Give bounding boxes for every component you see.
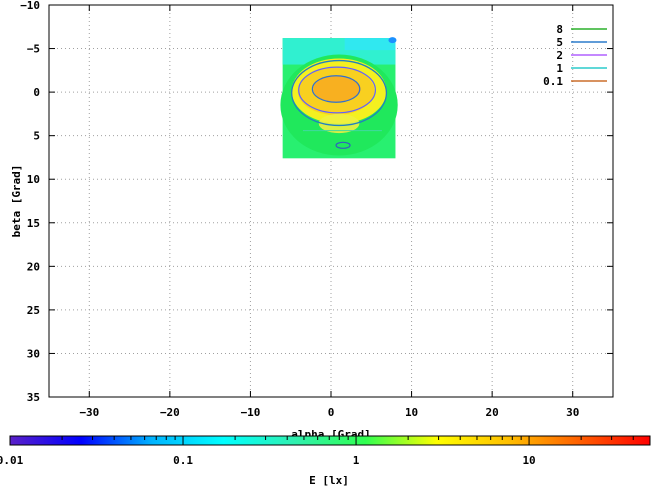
colorbar-bar bbox=[9, 435, 651, 446]
contour-middle bbox=[298, 66, 377, 114]
heatmap-lower-lobe bbox=[318, 113, 360, 134]
y-tick-label: −10 bbox=[20, 0, 40, 12]
y-tick-label: 20 bbox=[27, 260, 40, 273]
x-tick-label: 20 bbox=[486, 406, 499, 419]
y-tick-label: 30 bbox=[27, 347, 40, 360]
heatmap-corner-spot bbox=[388, 37, 397, 44]
contour-small-loop bbox=[335, 141, 351, 149]
heatmap-corner-band bbox=[344, 38, 396, 51]
x-tick-label: −30 bbox=[79, 406, 99, 419]
contour-inner bbox=[311, 75, 361, 103]
x-tick-label: −20 bbox=[160, 406, 180, 419]
legend-entry-label: 1 bbox=[556, 62, 563, 75]
colorbar-tick-label: 1 bbox=[353, 454, 360, 467]
heatmap bbox=[280, 37, 398, 159]
contour-outer bbox=[291, 59, 388, 127]
y-tick-label: 25 bbox=[27, 304, 40, 317]
colorbar-tick-label: 10 bbox=[522, 454, 535, 467]
legend-entry-label: 2 bbox=[556, 49, 563, 62]
y-tick-label: 15 bbox=[27, 217, 40, 230]
legend-entry-label: 0.1 bbox=[543, 75, 563, 88]
x-tick-label: 30 bbox=[566, 406, 579, 419]
heatmap-orange-zone bbox=[313, 75, 361, 103]
colorbar: 0.01 0.1 1 10 bbox=[0, 435, 651, 467]
y-tick-label: 10 bbox=[27, 173, 40, 186]
legend-entry-label: 8 bbox=[556, 23, 563, 36]
colorbar-tick-label: 0.1 bbox=[173, 454, 193, 467]
colorbar-label: E [lx] bbox=[309, 474, 349, 486]
y-tick-label: 0 bbox=[33, 86, 40, 99]
x-tick-label: −10 bbox=[240, 406, 260, 419]
x-tick-label: 0 bbox=[328, 406, 335, 419]
x-tick-label: 10 bbox=[405, 406, 418, 419]
y-tick-label: −5 bbox=[27, 43, 40, 56]
y-tick-label: 35 bbox=[27, 391, 40, 404]
y-axis-label: beta [Grad] bbox=[10, 165, 23, 238]
y-tick-label: 5 bbox=[33, 130, 40, 143]
grid-lines bbox=[49, 4, 613, 398]
legend-entry-label: 5 bbox=[556, 36, 563, 49]
colorbar-tick-label: 0.01 bbox=[0, 454, 24, 467]
